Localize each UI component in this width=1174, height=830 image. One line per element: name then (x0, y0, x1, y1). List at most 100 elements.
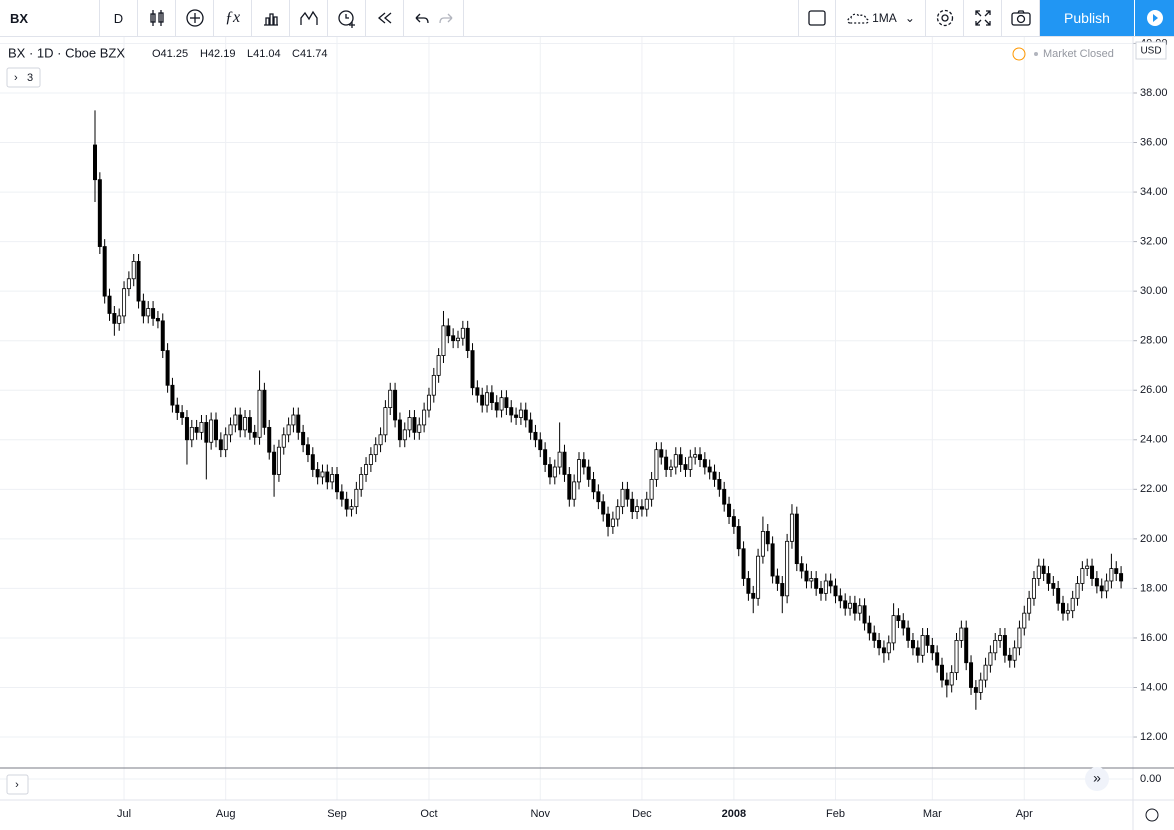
candle-body (383, 407, 388, 436)
candle-body (722, 488, 727, 505)
x-tick-label: Aug (216, 808, 236, 820)
indicator-tick-label: 0.00 (1140, 773, 1161, 785)
compare[interactable] (176, 0, 214, 36)
scroll-button[interactable] (1085, 767, 1109, 791)
layout-indicator: 1MA (872, 11, 897, 25)
candle-body (644, 498, 649, 510)
candle-body (731, 516, 736, 527)
x-tick-label: Apr (1016, 808, 1033, 820)
settings[interactable] (926, 0, 964, 36)
candle-body (789, 513, 794, 542)
pane-toggle[interactable] (6, 774, 29, 795)
templates[interactable] (290, 0, 328, 36)
candle-body (1007, 654, 1012, 661)
candle-body (698, 454, 703, 460)
candle-body (649, 479, 654, 500)
candle-body (828, 580, 833, 587)
replay[interactable] (366, 0, 404, 36)
candle-body (785, 540, 790, 597)
undo-redo[interactable] (404, 0, 464, 36)
candle-body (489, 392, 494, 404)
candle-body (518, 409, 523, 418)
candle-body (267, 426, 272, 453)
replay-button[interactable] (1134, 0, 1174, 36)
candle-body (780, 583, 785, 597)
candle-body (209, 419, 214, 443)
candle-body (804, 570, 809, 582)
candle-body (325, 471, 330, 483)
y-tick-label: 24.00 (1140, 434, 1168, 446)
candle-body (625, 488, 630, 500)
candle-body (668, 466, 673, 470)
candle-body (422, 409, 427, 426)
candle-body (814, 578, 819, 589)
financials[interactable] (252, 0, 290, 36)
candle-body (446, 325, 451, 337)
indicators[interactable]: ƒx (214, 0, 252, 36)
candle-body (1070, 597, 1075, 612)
candle-body (1109, 568, 1114, 582)
candle-body (364, 464, 369, 475)
candle-body (272, 451, 277, 475)
candle-body (639, 506, 644, 510)
candle-body (393, 389, 398, 421)
candle-body (852, 602, 857, 614)
candle-body (756, 555, 761, 599)
y-tick-label: 38.00 (1140, 87, 1168, 99)
candle-body (552, 466, 557, 478)
status-icon (1012, 47, 1026, 61)
candle-body (426, 394, 431, 411)
candle-body (906, 627, 911, 641)
candle-body (402, 429, 407, 441)
candle-body (1114, 568, 1119, 574)
y-tick-label: 36.00 (1140, 136, 1168, 148)
y-tick-label: 34.00 (1140, 186, 1168, 198)
candle-body (1041, 565, 1046, 574)
candle-body (305, 444, 310, 456)
candle-body (610, 518, 615, 527)
x-tick-label: Nov (530, 808, 550, 820)
status-dot (1034, 52, 1038, 56)
indicators-toggle[interactable] (6, 67, 41, 88)
candle-body (557, 451, 562, 468)
settings-icon[interactable] (1145, 808, 1159, 822)
candle-body (1119, 573, 1124, 582)
chart-style[interactable] (138, 0, 176, 36)
candle-body (504, 397, 509, 408)
currency-box[interactable] (1135, 41, 1167, 60)
candle-body (819, 588, 824, 594)
candle-body (1056, 588, 1061, 604)
y-tick-label: 22.00 (1140, 483, 1168, 495)
candle-body (760, 531, 765, 557)
snapshot[interactable] (1002, 0, 1040, 36)
candle-body (630, 498, 635, 513)
candle-body (678, 454, 683, 465)
candle-body (538, 439, 543, 451)
fullscreen[interactable] (964, 0, 1002, 36)
interval[interactable]: D (100, 0, 138, 36)
candle-body (330, 474, 335, 483)
candle-body (567, 474, 572, 500)
candle-body (339, 491, 344, 500)
alert[interactable] (328, 0, 366, 36)
x-tick-label: Feb (826, 808, 845, 820)
y-tick-label: 14.00 (1140, 681, 1168, 693)
candle-body (354, 488, 359, 508)
publish-button[interactable]: Publish (1040, 0, 1134, 36)
candle-body (891, 615, 896, 644)
candle-body (988, 652, 993, 666)
candle-body (741, 548, 746, 579)
y-tick-label: 26.00 (1140, 384, 1168, 396)
candle-body (136, 261, 141, 302)
candle-body (533, 431, 538, 441)
candle-body (470, 350, 475, 389)
candle-body (378, 434, 383, 446)
layout-name[interactable]: 1MA ⌄ (836, 0, 926, 36)
layout[interactable] (798, 0, 836, 36)
candle-body (122, 288, 127, 317)
candle-body (601, 501, 606, 515)
candle-body (983, 664, 988, 681)
symbol[interactable]: BX (0, 0, 100, 36)
candle-body (151, 308, 156, 319)
legend-low: L41.04 (247, 48, 281, 60)
